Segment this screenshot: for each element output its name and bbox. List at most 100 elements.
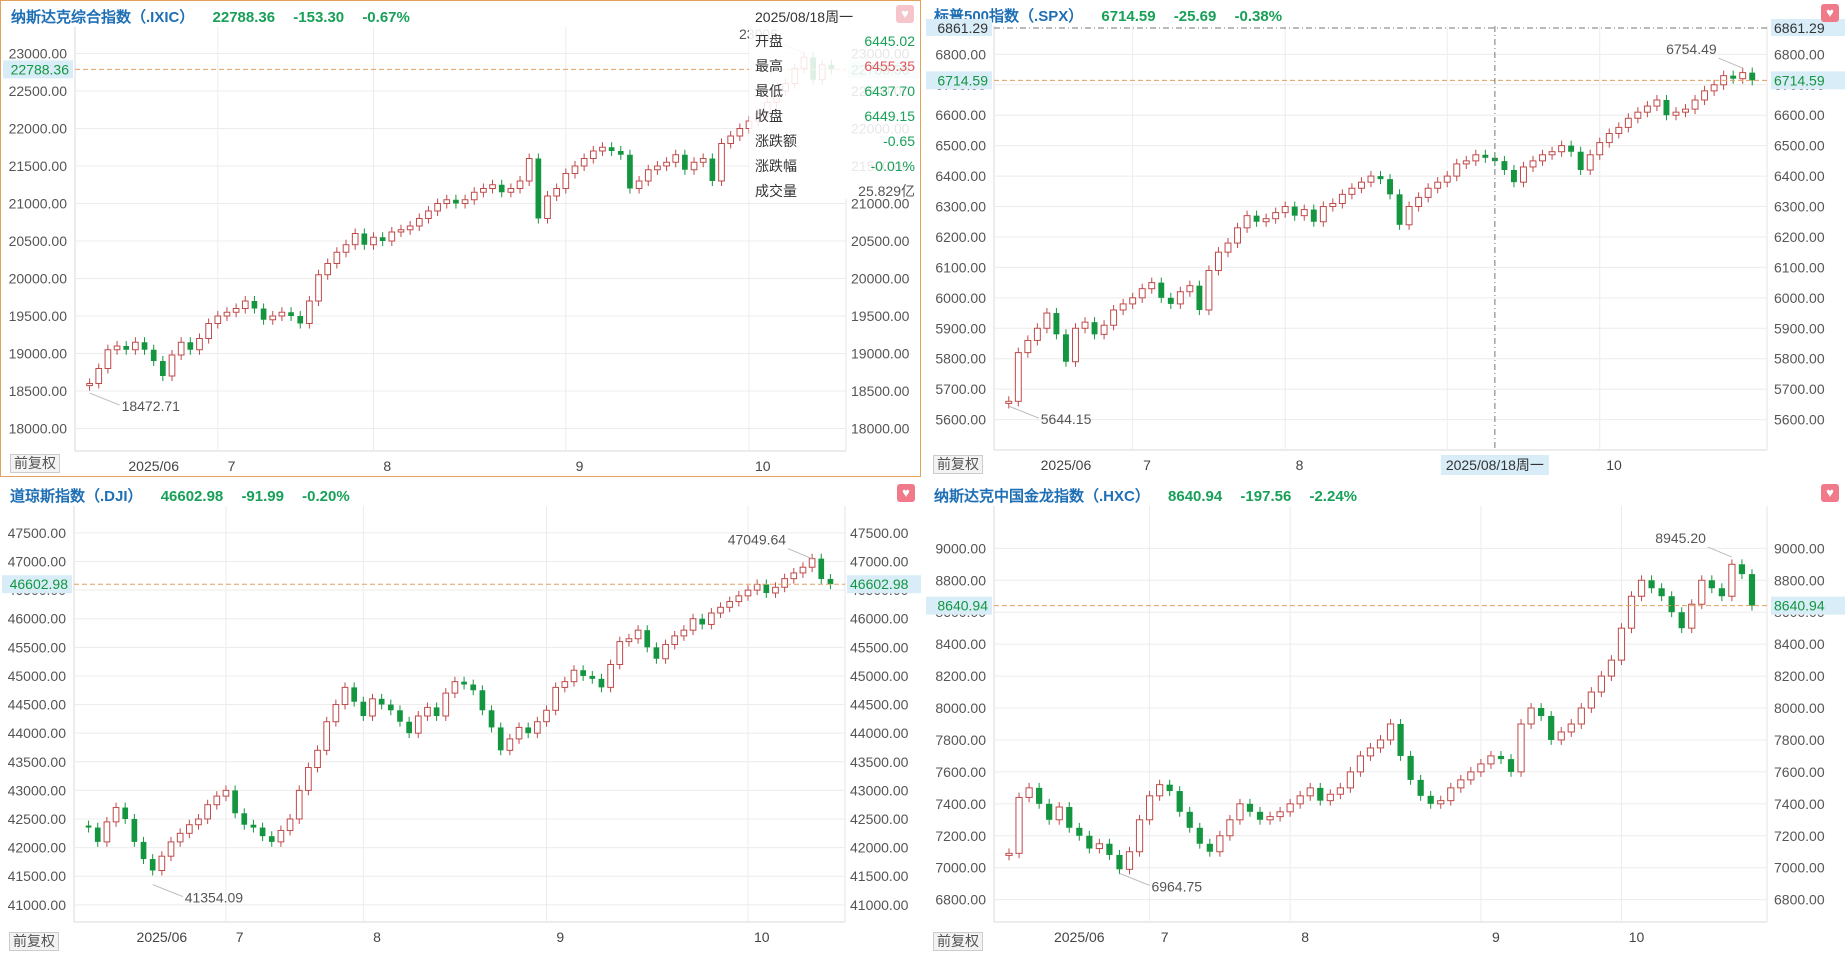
- candle-body: [543, 709, 550, 723]
- x-tick-label: 2025/06: [1041, 457, 1092, 473]
- y-tick-label-left: 45500.00: [8, 639, 67, 655]
- candle-body: [1046, 803, 1053, 820]
- candle-body: [1453, 163, 1461, 177]
- candlestick-chart[interactable]: 6800.00 6800.00 7000.00 7000.00 7200.00 7200.…: [924, 480, 1845, 954]
- candle-body: [663, 161, 670, 167]
- candle-body: [442, 692, 450, 717]
- heart-icon[interactable]: ♥: [1821, 484, 1839, 502]
- candle-body: [1624, 117, 1632, 128]
- candle-body: [1129, 297, 1137, 305]
- y-tick-label-left: 7200.00: [935, 828, 986, 844]
- candle-body: [1348, 187, 1356, 195]
- y-tick-label-left: 7400.00: [935, 796, 986, 812]
- y-tick-label-right: 41500.00: [850, 868, 909, 884]
- candle-body: [1005, 400, 1013, 404]
- price-change: -197.56: [1240, 488, 1292, 505]
- candle-body: [1196, 827, 1203, 844]
- last-price-label-bg-left: [926, 71, 992, 90]
- y-tick-label-left: 8800.00: [935, 572, 986, 588]
- candle-body: [1276, 811, 1284, 818]
- candle-body: [150, 349, 157, 361]
- candle-body: [177, 341, 185, 356]
- candle-body: [1286, 803, 1294, 813]
- low-leader-line: [89, 392, 120, 406]
- heart-icon[interactable]: ♥: [897, 484, 915, 502]
- y-tick-label-left: 21000.00: [9, 196, 68, 212]
- tooltip-row: 收盘 6449.15: [749, 104, 920, 129]
- candle-body: [689, 618, 697, 631]
- tooltip-value: 6445.02: [864, 33, 915, 49]
- candle-body: [1462, 160, 1470, 165]
- candle-body: [1387, 179, 1393, 195]
- y-tick-label-left: 23000.00: [9, 46, 68, 62]
- tooltip-label: 涨跌幅: [755, 158, 797, 174]
- panel-header: 道琼斯指数（.DJI） 46602.98 -91.99 -0.20%: [10, 485, 350, 506]
- y-tick-label-right: 44500.00: [850, 697, 909, 713]
- x-tick-label: 7: [236, 929, 244, 945]
- y-tick-label-left: 6200.00: [935, 229, 986, 245]
- candle-body: [1539, 154, 1546, 162]
- candle-body: [708, 612, 715, 625]
- candle-body: [690, 161, 698, 171]
- candle-body: [1728, 563, 1736, 597]
- candle-body: [361, 233, 368, 245]
- candle-body: [297, 316, 304, 324]
- candle-body: [277, 829, 285, 843]
- y-tick-label-right: 19000.00: [851, 346, 910, 362]
- chart-panel-hxc[interactable]: 纳斯达克中国金龙指数（.HXC） 8640.94 -197.56 -2.24% …: [924, 480, 1845, 954]
- heart-icon[interactable]: ♥: [896, 5, 914, 23]
- x-tick-label: 10: [1629, 929, 1645, 945]
- candle-body: [1063, 334, 1069, 362]
- candle-body: [1668, 596, 1675, 613]
- heart-icon[interactable]: ♥: [1821, 4, 1839, 22]
- candle-body: [1405, 206, 1413, 226]
- candle-body: [103, 821, 111, 843]
- candle-body: [1567, 723, 1575, 733]
- candle-body: [95, 368, 103, 384]
- y-tick-label-left: 8400.00: [935, 636, 986, 652]
- chart-panel-spx[interactable]: 标普500指数（.SPX） 6714.59 -25.69 -0.38% 5600…: [924, 0, 1845, 477]
- y-tick-label-left: 20000.00: [9, 271, 68, 287]
- chart-panel-ixic[interactable]: 纳斯达克综合指数（.IXIC） 22788.36 -153.30 -0.67% …: [0, 0, 921, 477]
- candle-body: [1688, 603, 1696, 629]
- adjust-button[interactable]: 前复权: [10, 454, 60, 473]
- tooltip-date: 2025/08/18周一: [755, 9, 854, 25]
- last-price-label-right: 8640.94: [1774, 598, 1825, 614]
- candle-body: [1005, 852, 1013, 856]
- adjust-button[interactable]: 前复权: [933, 932, 983, 951]
- candle-body: [250, 824, 257, 828]
- adjust-button[interactable]: 前复权: [9, 932, 59, 951]
- candle-body: [112, 807, 120, 823]
- candlestick-chart[interactable]: 5600.00 5600.00 5700.00 5700.00 5800.00 5800.…: [924, 0, 1845, 477]
- y-tick-label-right: 20500.00: [851, 233, 910, 249]
- candle-body: [1520, 166, 1527, 183]
- candle-body: [1557, 731, 1565, 741]
- candle-body: [516, 180, 524, 189]
- candle-body: [1216, 835, 1224, 853]
- tooltip-row: 成交量 25.829亿: [749, 179, 920, 204]
- candle-body: [671, 635, 679, 645]
- candle-body: [305, 767, 312, 791]
- chart-panel-dji[interactable]: 道琼斯指数（.DJI） 46602.98 -91.99 -0.20% 41000…: [0, 480, 921, 954]
- candle-body: [644, 630, 651, 648]
- candle-body: [1447, 787, 1455, 802]
- candle-body: [506, 738, 514, 751]
- candle-body: [726, 601, 734, 608]
- adjust-button[interactable]: 前复权: [933, 455, 983, 474]
- candle-body: [388, 231, 396, 242]
- candle-body: [616, 641, 624, 666]
- candlestick-chart[interactable]: 41000.00 41000.00 41500.00 41500.00 42000.00…: [0, 480, 921, 954]
- candle-body: [295, 789, 303, 820]
- candle-body: [1698, 579, 1706, 605]
- candle-body: [1424, 187, 1432, 198]
- price-change: -153.30: [293, 9, 345, 26]
- candle-body: [1658, 588, 1665, 597]
- tooltip-value: 6449.15: [864, 108, 915, 124]
- candle-body: [314, 749, 321, 769]
- candle-body: [414, 715, 422, 734]
- low-leader-line: [1119, 872, 1150, 886]
- candle-body: [415, 218, 423, 227]
- candle-body: [1417, 779, 1424, 796]
- candle-body: [1306, 787, 1314, 797]
- candle-body: [1443, 175, 1451, 183]
